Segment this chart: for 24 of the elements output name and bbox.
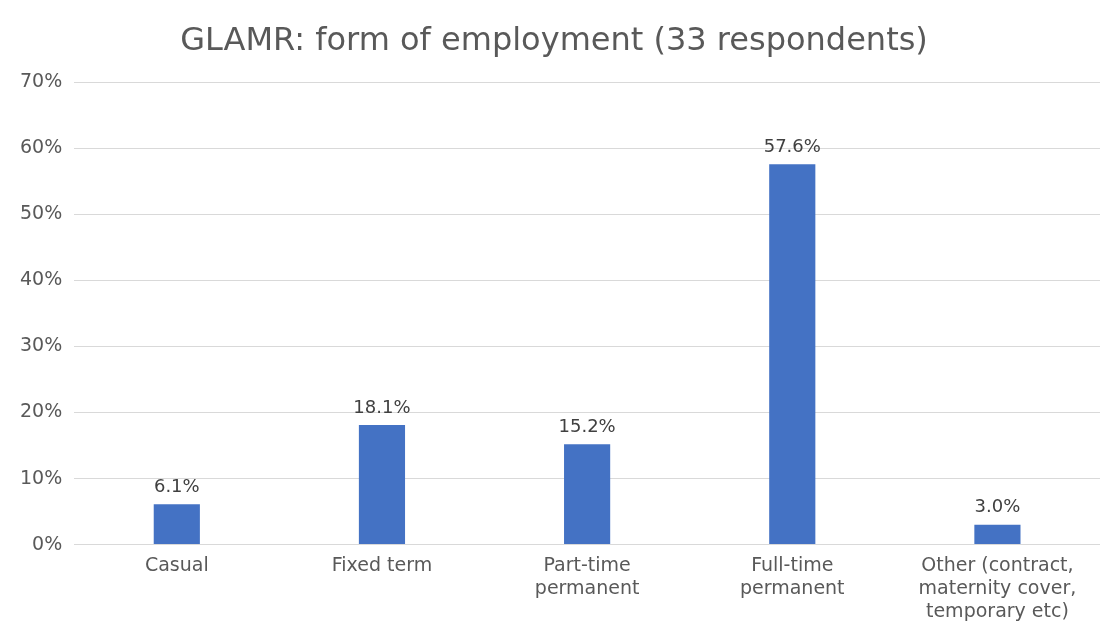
y-tick-label: 70% bbox=[20, 69, 63, 92]
data-label: 18.1% bbox=[353, 395, 411, 417]
bar bbox=[974, 524, 1021, 545]
x-tick-label: Fixed term bbox=[331, 552, 433, 575]
y-tick-label: 50% bbox=[20, 201, 63, 224]
x-tick-label: Full-time permanent bbox=[739, 552, 845, 598]
y-tick-label: 40% bbox=[20, 267, 63, 290]
bar bbox=[153, 504, 200, 545]
y-tick-label: 60% bbox=[20, 135, 63, 158]
y-tick-label: 20% bbox=[20, 399, 63, 422]
x-tick-label: Part-time permanent bbox=[534, 552, 640, 598]
bar bbox=[564, 444, 611, 545]
chart-title: GLAMR: form of employment (33 respondents) bbox=[180, 19, 928, 58]
x-tick-label: Casual bbox=[144, 552, 209, 575]
bar bbox=[358, 425, 406, 545]
data-label: 57.6% bbox=[763, 134, 821, 156]
x-tick-label: Other (contract, maternity cover, temporary etc) bbox=[918, 552, 1077, 621]
bar bbox=[769, 164, 816, 545]
data-label: 15.2% bbox=[558, 414, 616, 436]
data-label: 6.1% bbox=[153, 474, 200, 496]
data-label: 3.0% bbox=[974, 495, 1021, 517]
y-tick-label: 30% bbox=[20, 333, 63, 356]
y-tick-label: 10% bbox=[20, 465, 63, 488]
y-tick-label: 0% bbox=[32, 531, 63, 554]
